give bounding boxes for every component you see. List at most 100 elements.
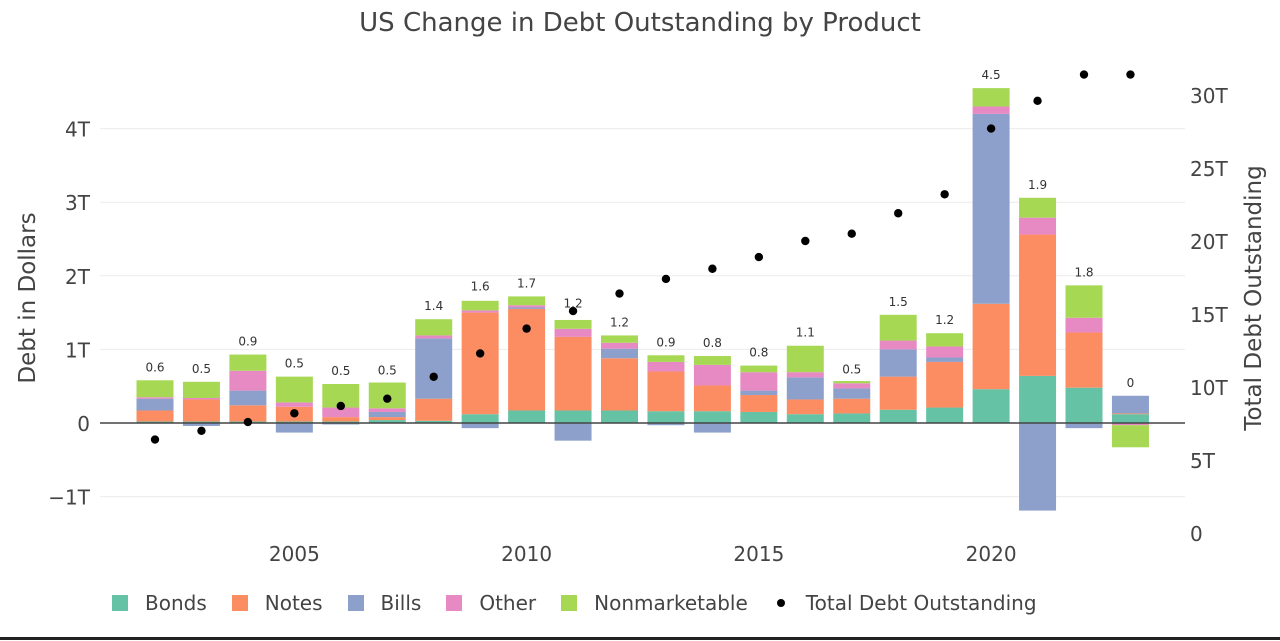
bar-segment-notes xyxy=(461,312,499,415)
legend-item-nonmarketable[interactable]: Nonmarketable xyxy=(561,591,748,615)
bar-segment-notes xyxy=(740,395,778,412)
bar-segment-nonmarketable xyxy=(1111,425,1149,448)
legend-swatch-bills xyxy=(347,595,364,611)
legend-swatch-other xyxy=(446,595,463,611)
bar-total-label: 0.5 xyxy=(192,362,211,376)
total-debt-point xyxy=(568,306,578,316)
bar-segment-bills xyxy=(1111,395,1149,414)
bar-total-label: 0.8 xyxy=(703,336,722,350)
bar-total-label: 1.6 xyxy=(471,279,490,293)
bar-segment-notes xyxy=(136,410,174,422)
bar-segment-bills xyxy=(740,390,778,396)
y-tick-label: 2T xyxy=(65,265,91,289)
bar-segment-other xyxy=(693,364,731,386)
bar-segment-notes xyxy=(229,405,267,422)
window-bottom-border xyxy=(0,637,1280,640)
legend-item-other[interactable]: Other xyxy=(446,591,536,615)
y2-tick-label: 30T xyxy=(1190,84,1228,108)
bar-segment-nonmarketable xyxy=(229,354,267,371)
bar-segment-bills xyxy=(647,423,685,426)
y-axis-ticks: −1T 0 1T 2T 3T 4T xyxy=(48,118,90,510)
bar-segment-nonmarketable xyxy=(879,314,917,341)
bar-segment-notes xyxy=(879,376,917,410)
y-tick-label: 0 xyxy=(77,412,90,436)
bar-segment-other xyxy=(415,335,453,339)
legend: Bonds Notes Bills Other Nonmarketable To… xyxy=(112,589,1062,617)
bar-segment-bills xyxy=(972,113,1010,304)
y-tick-label: −1T xyxy=(48,486,90,510)
bar-segment-bills xyxy=(229,390,267,406)
bar-total-label: 4.5 xyxy=(982,68,1001,82)
bar-segment-notes xyxy=(972,303,1010,390)
bar-segment-nonmarketable xyxy=(1065,285,1103,318)
total-debt-point xyxy=(801,236,810,246)
y-axis-label: Debt in Dollars xyxy=(15,212,41,383)
y2-tick-label: 20T xyxy=(1190,230,1228,254)
total-debt-point xyxy=(429,372,438,381)
total-debt-point xyxy=(475,349,485,358)
bar-total-label: 0.5 xyxy=(285,357,304,371)
bar-segment-other xyxy=(229,370,267,391)
bar-segment-bonds xyxy=(1111,414,1149,423)
bar-segment-notes xyxy=(1111,413,1149,415)
bar-segment-bills xyxy=(461,423,499,429)
bar-segment-bonds xyxy=(926,407,964,423)
bar-segment-bonds xyxy=(693,411,731,423)
y2-axis-ticks: 0 5T 10T 15T 20T 25T 30T xyxy=(1190,84,1228,546)
legend-item-bonds[interactable]: Bonds xyxy=(112,591,207,615)
bar-segment-other xyxy=(879,340,917,350)
total-debt-point xyxy=(847,229,856,238)
bar-segment-bonds xyxy=(647,411,685,423)
bar-segment-other xyxy=(1065,317,1103,333)
bar-segment-nonmarketable xyxy=(554,319,592,329)
total-debt-point xyxy=(1079,70,1089,79)
bar-segment-nonmarketable xyxy=(833,381,871,384)
legend-item-total-debt[interactable]: Total Debt Outstanding xyxy=(773,591,1037,615)
bar-segment-other xyxy=(1019,217,1057,235)
bar-segment-nonmarketable xyxy=(508,296,546,306)
bar-total-labels: 0.6 0.5 0.9 0.5 0.5 0.5 1.4 1.6 1.7 1.2 1.2 0.9 0.8 0… xyxy=(145,68,1134,390)
x-axis-ticks: 2005 2010 2015 2020 xyxy=(269,542,1017,566)
bar-total-label: 1.2 xyxy=(564,296,583,310)
bar-segment-other xyxy=(275,402,313,407)
legend-label-total-debt: Total Debt Outstanding xyxy=(805,591,1037,615)
bar-segment-notes xyxy=(833,398,871,414)
legend-label-notes: Notes xyxy=(264,591,323,615)
total-debt-point xyxy=(522,324,531,333)
y2-tick-label: 5T xyxy=(1190,449,1216,473)
legend-item-notes[interactable]: Notes xyxy=(231,591,323,615)
bar-total-label: 1.8 xyxy=(1074,265,1093,279)
bar-segment-bills xyxy=(554,423,592,441)
chart-title: US Change in Debt Outstanding by Product xyxy=(359,8,921,38)
bar-segment-nonmarketable xyxy=(322,383,360,408)
bar-segment-other xyxy=(647,361,685,372)
bar-total-label: 0.9 xyxy=(238,335,257,349)
total-debt-points xyxy=(150,70,1135,444)
bar-segment-notes xyxy=(926,361,964,408)
bar-segment-bonds xyxy=(601,410,638,423)
bar-segment-bills xyxy=(415,338,453,399)
bar-segment-nonmarketable xyxy=(647,355,685,362)
bar-segment-nonmarketable xyxy=(136,380,174,398)
bar-segment-other xyxy=(833,383,871,389)
y2-tick-label: 15T xyxy=(1190,303,1228,327)
legend-label-bills: Bills xyxy=(380,591,422,615)
bar-segment-bills xyxy=(833,388,871,399)
legend-item-bills[interactable]: Bills xyxy=(347,591,422,615)
bars xyxy=(136,88,1149,511)
bar-segment-bills xyxy=(601,348,638,359)
bar-segment-other xyxy=(972,106,1010,114)
bar-total-label: 1.1 xyxy=(796,326,815,340)
bar-segment-bills xyxy=(786,377,824,400)
legend-label-nonmarketable: Nonmarketable xyxy=(594,591,748,615)
bar-total-label: 0.5 xyxy=(378,363,397,377)
y2-axis-label: Total Debt Outstanding xyxy=(1241,165,1267,431)
bar-segment-notes xyxy=(508,308,546,411)
bar-total-label: 1.4 xyxy=(424,299,443,313)
total-debt-point xyxy=(708,264,717,273)
bar-segment-nonmarketable xyxy=(926,333,964,347)
bar-segment-other xyxy=(786,372,824,378)
total-debt-point xyxy=(150,435,160,444)
bar-segment-other xyxy=(601,342,638,349)
